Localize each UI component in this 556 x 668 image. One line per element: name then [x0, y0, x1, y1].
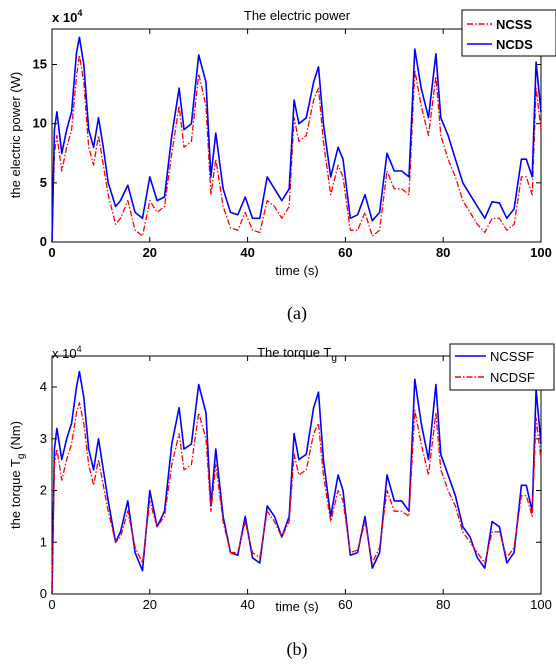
chart-a-series-ncds: [51, 36, 542, 243]
chart-a-legend: NCSS NCDS: [461, 9, 556, 57]
chart-a-ticks: 0 20 40 60 80 100 0 5 10 15: [33, 29, 552, 260]
chart-a-ytick-label: 5: [40, 175, 47, 190]
chart-a-legend-box: [461, 9, 556, 57]
chart-a-xlabel: time (s): [275, 263, 318, 278]
chart-a-exponent-label: x 104: [52, 8, 82, 25]
chart-b-legend-label-ncdsf: NCDSF: [490, 370, 535, 385]
chart-a-title: The electric power: [244, 8, 351, 23]
chart-a-xtick-label: 80: [436, 245, 450, 260]
chart-a-xtick-label: 20: [143, 245, 157, 260]
chart-b-legend-box: [449, 343, 555, 391]
chart-a-ylabel: the electric power (W): [8, 72, 23, 198]
chart-a-axes-frame: [51, 28, 542, 243]
chart-b-xlabel: time (s): [275, 599, 318, 614]
chart-b-exponent-label: x 104: [52, 344, 82, 361]
chart-b-ytick-label: 2: [40, 483, 47, 498]
chart-a-xtick-label: 60: [338, 245, 352, 260]
chart-b-series-ncssf: [51, 370, 542, 595]
chart-b-title: The torque Tg: [257, 345, 337, 364]
chart-a-xtick-label: 100: [530, 245, 552, 260]
chart-b-legend-label-ncssf: NCSSF: [490, 349, 534, 364]
chart-b: 0 20 40 60 80 100 0 1 2 3 4 x 104 The torque Tg ti…: [8, 343, 555, 660]
chart-a-ytick-label: 15: [33, 57, 47, 72]
chart-a-ytick-label: 10: [33, 116, 47, 131]
chart-a-legend-label-ncss: NCSS: [496, 17, 532, 32]
chart-a-xtick-label: 40: [240, 245, 254, 260]
chart-b-ticks: 0 20 40 60 80 100 0 1 2 3 4: [40, 356, 552, 612]
chart-a-lines: [51, 36, 542, 243]
chart-b-legend: NCSSF NCDSF: [449, 343, 555, 391]
chart-a-ytick-label: 0: [40, 234, 47, 249]
chart-a: 0 20 40 60 80 100 0 5 10 15 x 104 The electric po…: [8, 8, 556, 324]
chart-b-xtick-label: 80: [436, 597, 450, 612]
chart-b-xtick-label: 40: [240, 597, 254, 612]
chart-b-ytick-label: 3: [40, 431, 47, 446]
chart-b-ytick-label: 4: [40, 379, 47, 394]
chart-a-legend-label-ncds: NCDS: [496, 37, 533, 52]
chart-b-axes-frame: [51, 355, 542, 595]
chart-b-series-ncdsf: [51, 401, 542, 595]
chart-b-lines: [51, 370, 542, 595]
chart-b-ytick-label: 1: [40, 534, 47, 549]
chart-a-caption: (a): [287, 303, 307, 324]
chart-b-ytick-label: 0: [40, 586, 47, 601]
chart-b-xtick-label: 0: [48, 597, 55, 612]
chart-a-xtick-label: 0: [48, 245, 55, 260]
chart-b-xtick-label: 100: [530, 597, 552, 612]
chart-b-ylabel: the torque Tg (Nm): [8, 421, 27, 529]
chart-b-caption: (b): [287, 639, 308, 660]
chart-b-xtick-label: 20: [143, 597, 157, 612]
chart-b-xtick-label: 60: [338, 597, 352, 612]
